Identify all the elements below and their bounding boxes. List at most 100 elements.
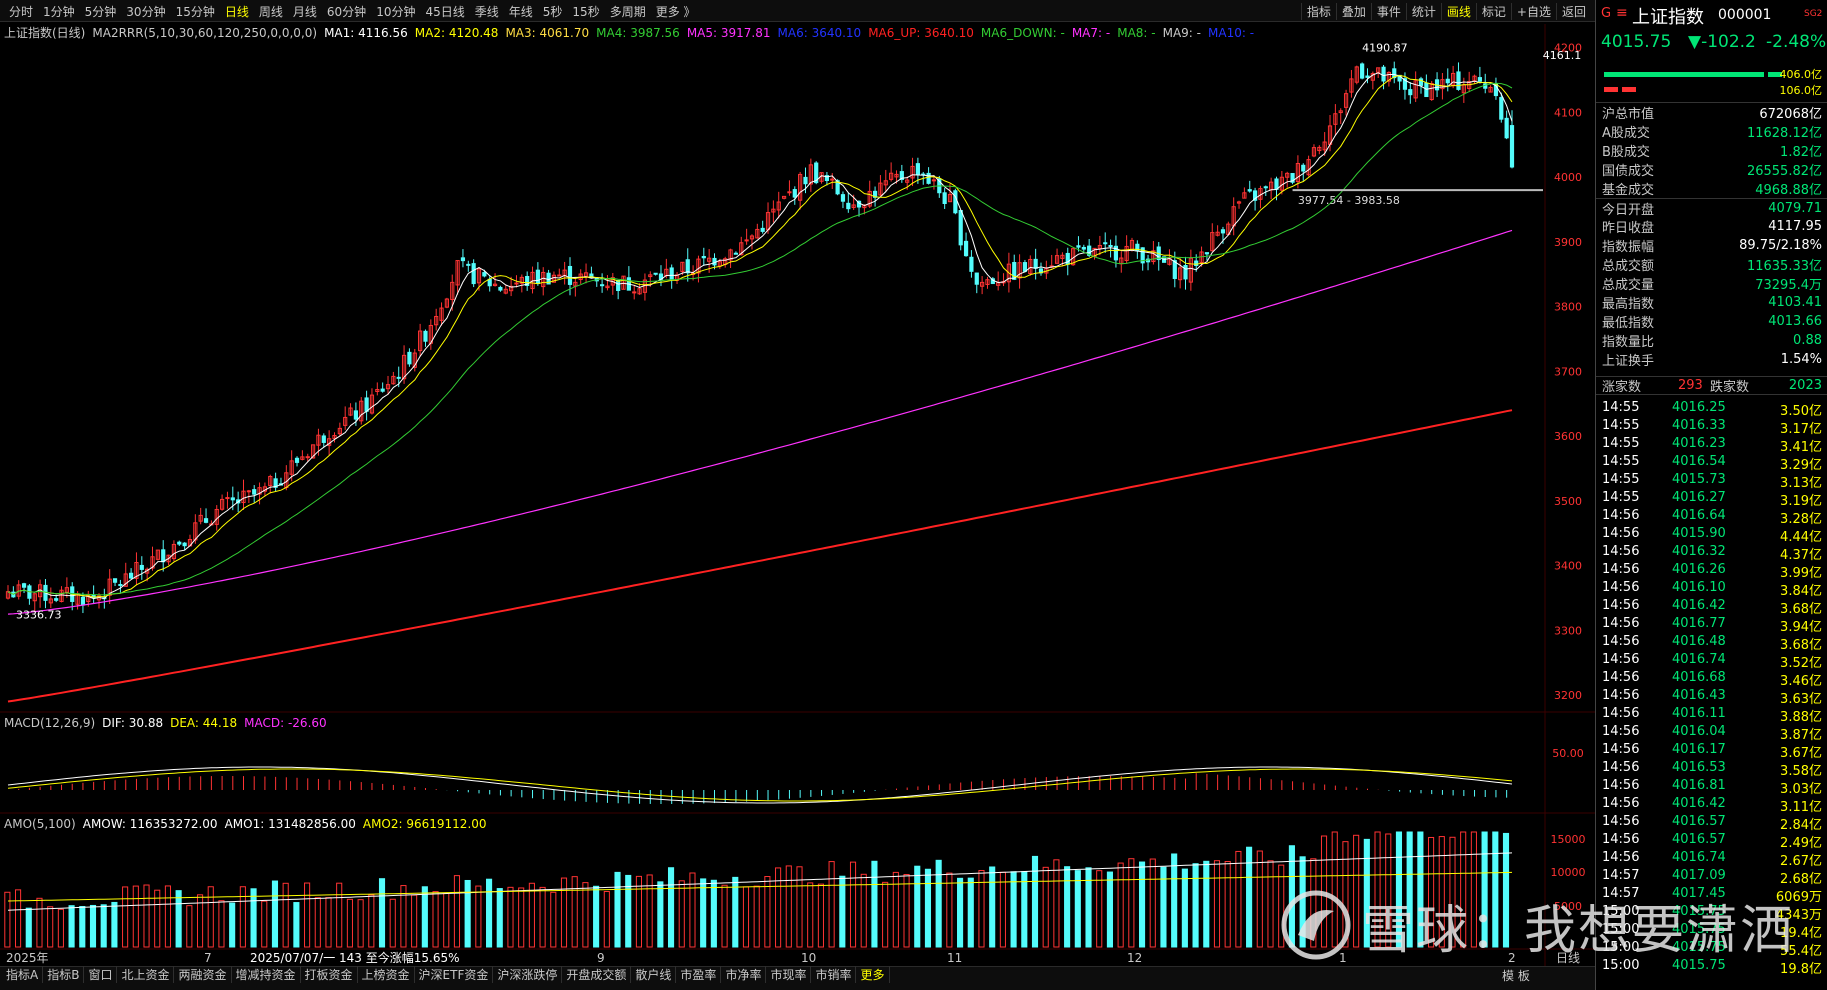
indicator-tab[interactable]: 窗口 [84, 965, 118, 983]
period-tab[interactable]: 60分钟 [326, 4, 367, 19]
period-tab[interactable]: 日线 [224, 4, 249, 19]
tool-button[interactable]: 指标 [1300, 2, 1336, 20]
indicator-tab[interactable]: 市现率 [766, 965, 812, 983]
amo-bar [1385, 833, 1392, 948]
candle-body [910, 165, 915, 179]
candle-body [1012, 262, 1017, 280]
kline-chart[interactable]: 4200 4100 4000 3900 3800 3700 3600 3500 3400 3300… [0, 0, 1595, 990]
period-tab[interactable]: 15分钟 [175, 4, 215, 19]
period-tab[interactable]: 5分钟 [84, 4, 117, 19]
price-change-pct: -2.48% [1766, 32, 1827, 52]
stat-label: 指数量比 [1602, 335, 1655, 350]
period-tab[interactable]: 5秒 [542, 4, 563, 19]
tool-button[interactable]: 事件 [1370, 2, 1406, 20]
candle-body [830, 178, 835, 181]
candle [203, 508, 209, 524]
tick-price: 4016.48 [1672, 634, 1726, 649]
tick-price: 4016.64 [1672, 508, 1726, 523]
indicator-tab[interactable]: 散户线 [631, 965, 677, 983]
indicator-tab[interactable]: 北上资金 [117, 965, 175, 983]
indicator-tab[interactable]: 市净率 [721, 965, 767, 983]
indicator-tab[interactable]: 沪深ETF资金 [415, 965, 494, 983]
index-name: 上证指数 [1632, 7, 1704, 28]
candle-body [728, 249, 733, 261]
amo-bar [1064, 866, 1071, 948]
indicator-tab[interactable]: 更多 [856, 965, 890, 983]
tick-price: 4015.75 [1672, 922, 1726, 937]
tool-button[interactable]: 标记 [1475, 2, 1511, 20]
indicator-tab[interactable]: 指标B [43, 965, 85, 983]
amo-bar [432, 891, 439, 948]
candle-body [953, 190, 958, 214]
legend-item: DEA: 44.18 [170, 716, 238, 730]
candle [1493, 77, 1499, 100]
indicator-tab[interactable]: 开盘成交额 [562, 965, 632, 983]
legend-item: AMO2: 96619112.00 [362, 817, 487, 831]
tool-button[interactable]: 返回 [1555, 2, 1591, 20]
candle-body [343, 416, 348, 426]
candle-body [889, 172, 894, 180]
indicator-tab[interactable]: 增减持资金 [232, 965, 301, 983]
candle-body [380, 388, 385, 392]
period-tab[interactable]: 周线 [258, 4, 283, 19]
dea-line [7, 768, 1513, 802]
ma5-line [7, 229, 1513, 615]
x-axis-label: 7 [204, 951, 212, 965]
period-tab[interactable]: 10分钟 [376, 4, 416, 19]
candle-body [337, 427, 342, 435]
amo-bar [57, 908, 64, 948]
amo1-line [7, 852, 1513, 911]
candle [1076, 236, 1081, 252]
amo-bar [518, 887, 525, 948]
period-tab[interactable]: 1分钟 [43, 4, 75, 19]
tool-button[interactable]: 统计 [1405, 2, 1441, 20]
candle [776, 191, 781, 219]
sg2-badge[interactable]: SG2 [1804, 9, 1823, 19]
amo-bar [1192, 863, 1199, 948]
tool-button[interactable]: 叠加 [1335, 2, 1371, 20]
candle-body [1033, 258, 1038, 269]
indicator-tab[interactable]: 上榜资金 [358, 965, 415, 983]
menu-icon[interactable]: ≡ [1616, 5, 1628, 21]
candle-body [1477, 77, 1482, 82]
period-tab[interactable]: 季线 [474, 4, 499, 19]
indicator-tab[interactable]: 市盈率 [676, 965, 722, 983]
period-tab[interactable]: 45日线 [425, 4, 465, 19]
period-tab[interactable]: 15秒 [572, 4, 600, 19]
indicator-tab[interactable]: 沪深涨跌停 [493, 965, 563, 983]
template-button[interactable]: 模 板 [1502, 969, 1530, 983]
candle [1263, 185, 1268, 197]
period-tab[interactable]: 月线 [292, 4, 317, 19]
bar-label-1: 406.0亿 [1779, 68, 1823, 81]
indicator-tab[interactable]: 两融资金 [174, 965, 232, 983]
legend-item: AMOW: 116353272.00 [82, 817, 218, 831]
candle [1001, 273, 1006, 287]
candle-body [648, 274, 653, 278]
indicator-tab[interactable]: 打板资金 [301, 965, 358, 983]
tool-button[interactable]: 画线 [1440, 2, 1476, 20]
period-tab[interactable]: 30分钟 [126, 4, 166, 19]
candle-body [632, 291, 637, 294]
period-tab[interactable]: 年线 [508, 4, 533, 19]
tick-row: 14:56 4016.57 2.49亿 [1596, 832, 1827, 851]
candle [1504, 110, 1509, 140]
tick-price: 4017.09 [1672, 868, 1726, 883]
candle-body [1220, 229, 1226, 234]
amo-bar [1395, 831, 1403, 948]
indicator-tab[interactable]: 市销率 [811, 965, 857, 983]
candle [225, 491, 230, 509]
group-indicator[interactable]: G [1601, 6, 1612, 21]
candle [1183, 256, 1188, 290]
tick-volume: 3.94亿 [1780, 620, 1822, 635]
candle-body [59, 589, 64, 602]
price-tick-label: 4200 [1554, 42, 1582, 55]
indicator-tab[interactable]: 指标A [2, 965, 44, 983]
candle-body [252, 489, 257, 495]
amo-bar [111, 901, 118, 948]
period-tab[interactable]: 多周期 [609, 4, 646, 19]
period-tab[interactable]: 分时 [9, 4, 34, 19]
tool-button[interactable]: +自选 [1510, 2, 1556, 20]
tick-time: 15:00 [1602, 904, 1640, 919]
tick-row: 15:00 4015.75 4343万 [1596, 904, 1827, 923]
period-tab[interactable]: 更多 》 [655, 4, 696, 19]
